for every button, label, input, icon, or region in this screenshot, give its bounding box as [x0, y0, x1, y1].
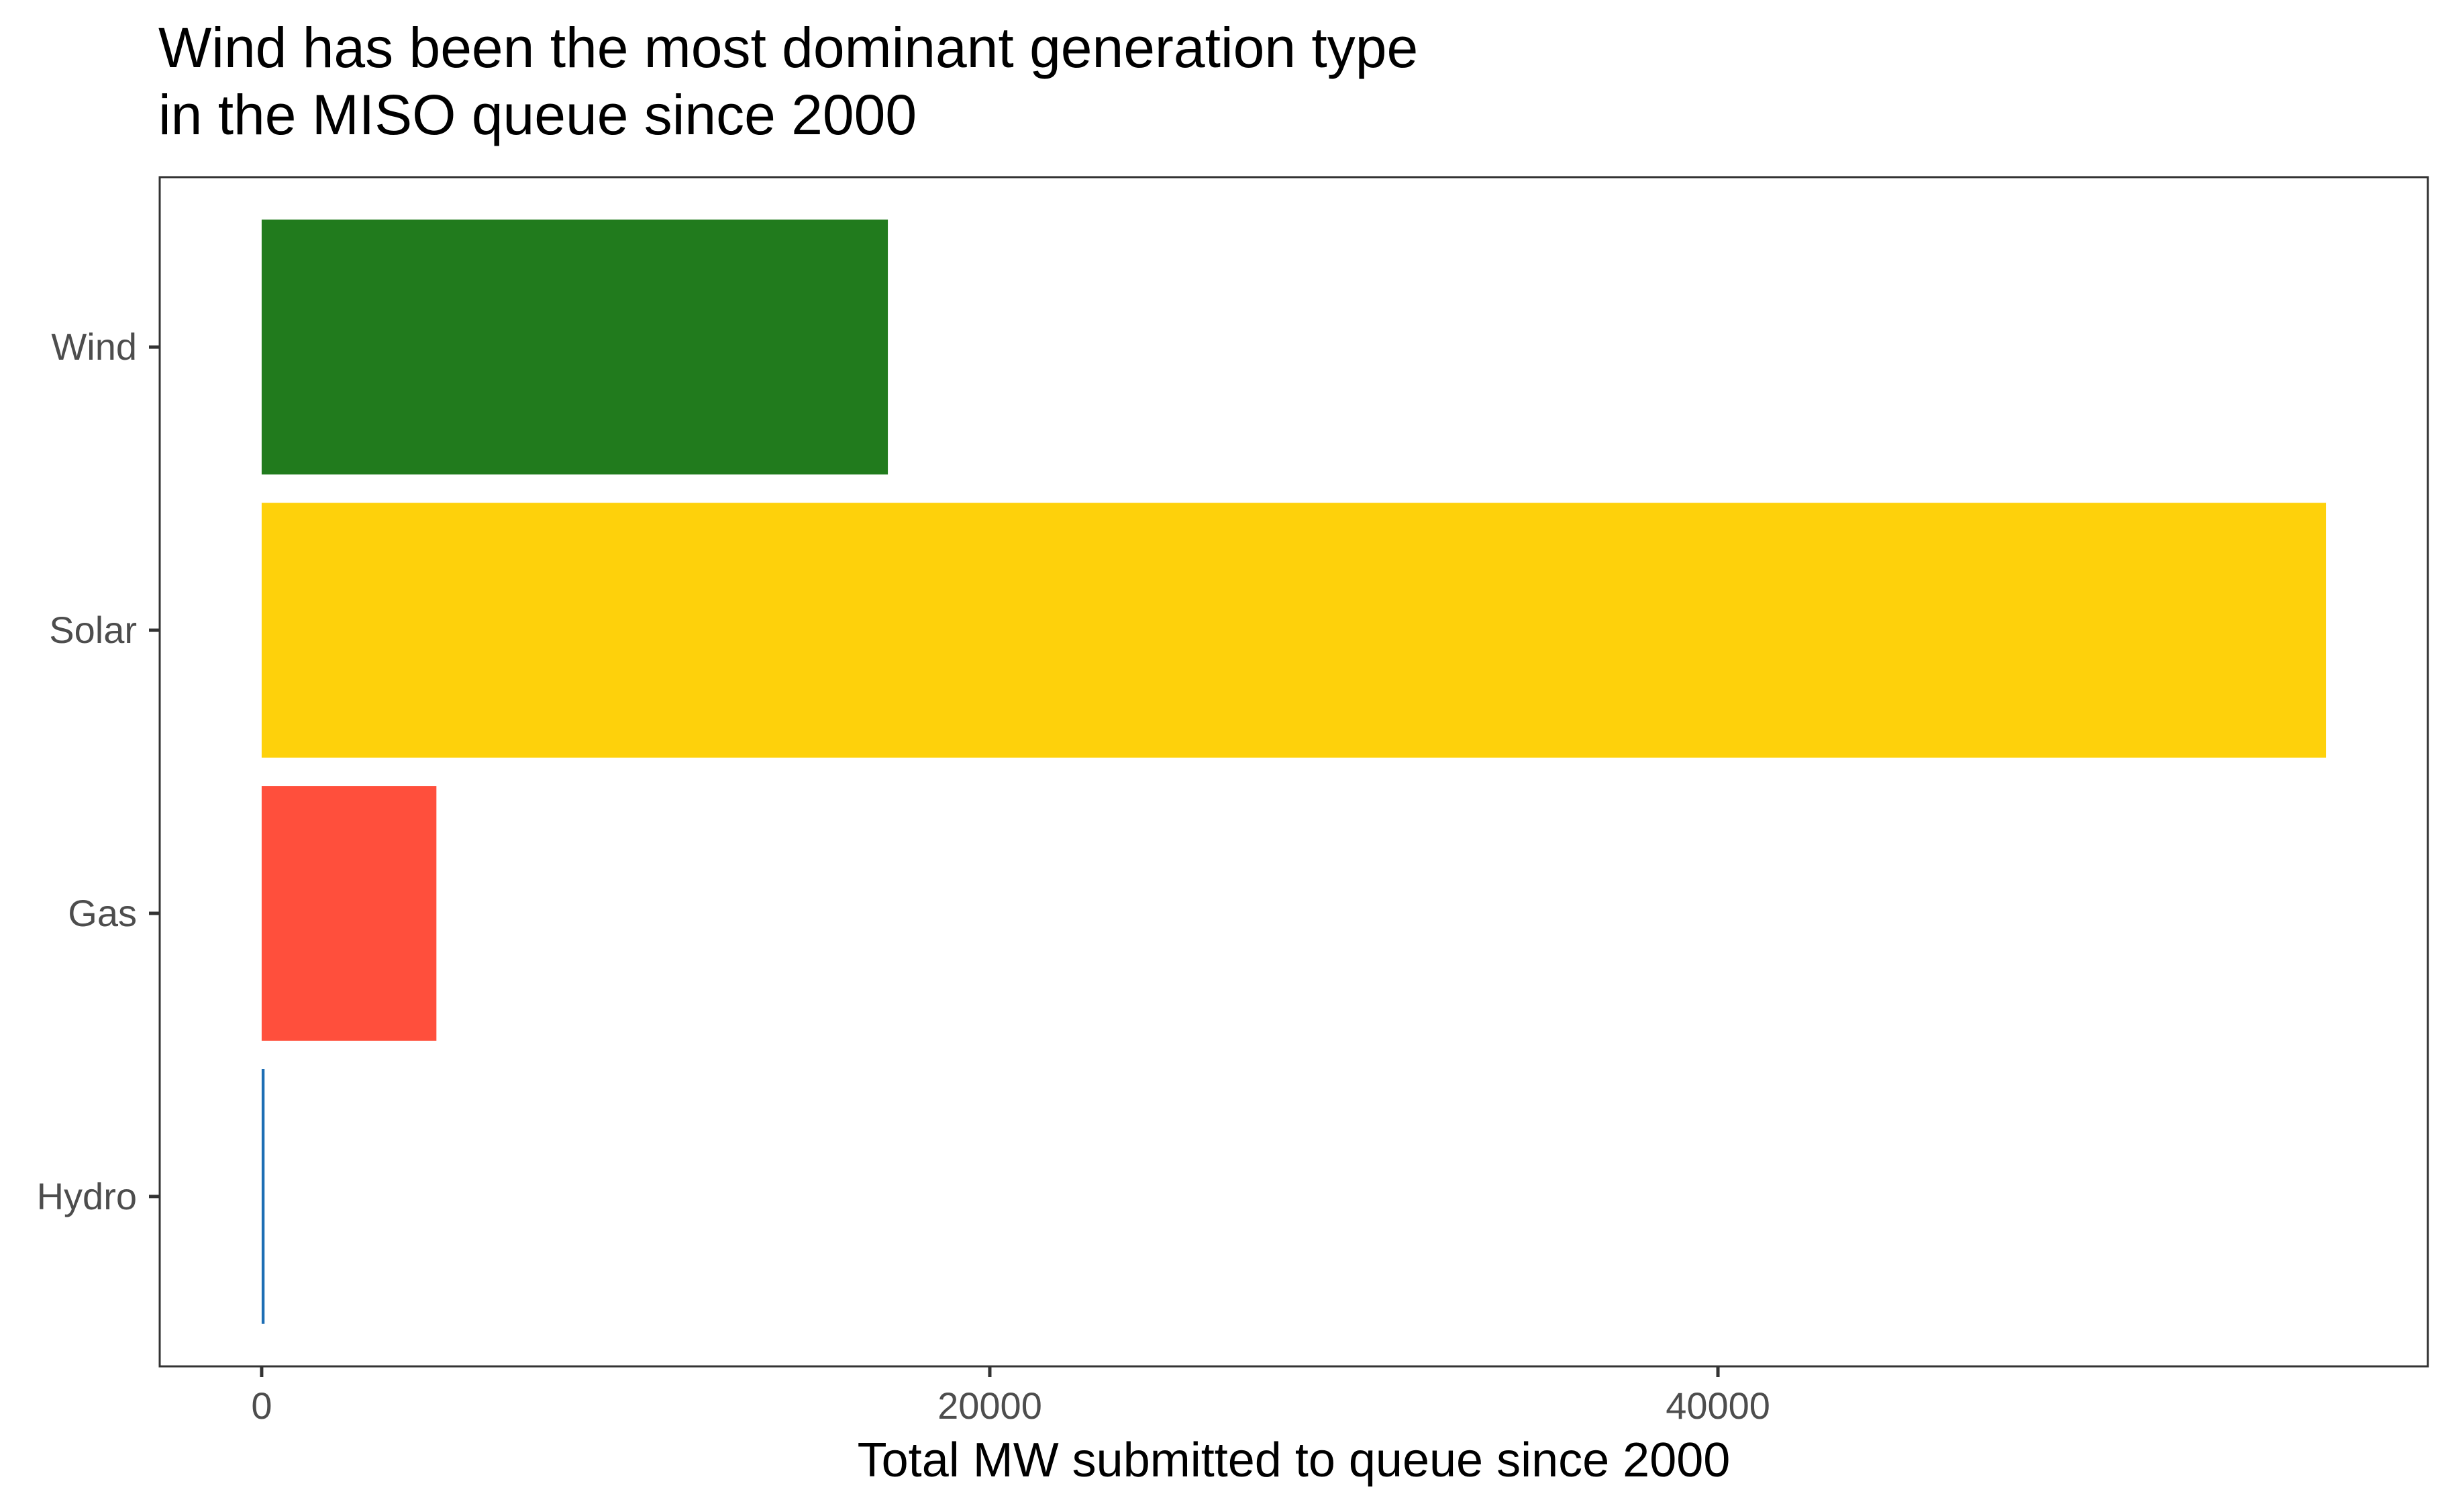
chart-title-line-1: Wind has been the most dominant generati…	[158, 16, 1418, 79]
y-tick-label-hydro: Hydro	[37, 1175, 137, 1217]
x-axis-title: Total MW submitted to queue since 2000	[858, 1433, 1731, 1487]
x-tick-label: 0	[251, 1384, 272, 1427]
x-tick-label: 20000	[937, 1384, 1042, 1427]
y-tick-label-wind: Wind	[51, 325, 137, 368]
x-tick-label: 40000	[1666, 1384, 1770, 1427]
chart-title-line-2: in the MISO queue since 2000	[158, 83, 917, 146]
y-axis: Wind Solar Gas Hydro	[37, 325, 160, 1217]
bar-hydro	[261, 1069, 265, 1324]
bars-layer	[261, 219, 2327, 1324]
bar-wind	[261, 219, 888, 474]
y-tick-label-gas: Gas	[68, 892, 137, 934]
bar-solar	[261, 503, 2327, 758]
bar-gas	[261, 786, 437, 1041]
plot-panel-border	[158, 176, 2429, 1368]
y-tick-label-solar: Solar	[49, 609, 137, 651]
x-axis: 0 20000 40000	[251, 1366, 1770, 1427]
